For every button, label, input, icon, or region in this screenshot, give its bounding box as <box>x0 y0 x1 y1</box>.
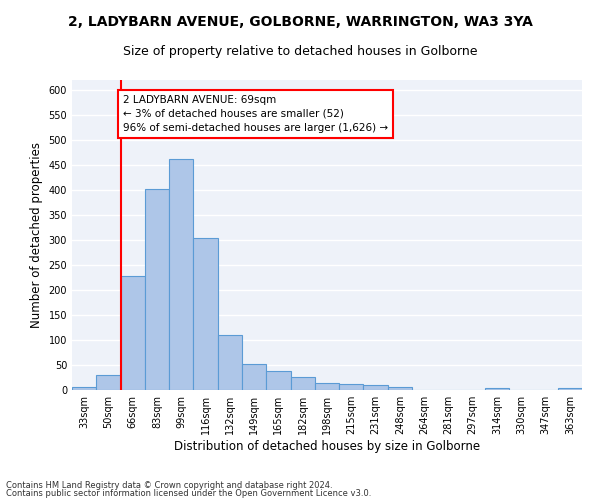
Bar <box>96 375 121 390</box>
Bar <box>72 386 96 390</box>
Bar <box>218 335 242 390</box>
Y-axis label: Number of detached properties: Number of detached properties <box>30 142 43 328</box>
Text: 2 LADYBARN AVENUE: 69sqm
← 3% of detached houses are smaller (52)
96% of semi-de: 2 LADYBARN AVENUE: 69sqm ← 3% of detache… <box>123 95 388 133</box>
Bar <box>558 388 582 390</box>
Bar <box>242 364 266 390</box>
Bar <box>169 158 193 390</box>
Bar <box>145 188 169 390</box>
Bar <box>364 385 388 390</box>
Text: Contains public sector information licensed under the Open Government Licence v3: Contains public sector information licen… <box>6 488 371 498</box>
Text: 2, LADYBARN AVENUE, GOLBORNE, WARRINGTON, WA3 3YA: 2, LADYBARN AVENUE, GOLBORNE, WARRINGTON… <box>68 15 532 29</box>
Bar <box>193 238 218 390</box>
Bar <box>290 377 315 390</box>
Text: Size of property relative to detached houses in Golborne: Size of property relative to detached ho… <box>123 45 477 58</box>
X-axis label: Distribution of detached houses by size in Golborne: Distribution of detached houses by size … <box>174 440 480 453</box>
Bar <box>315 383 339 390</box>
Bar <box>266 370 290 390</box>
Bar <box>388 387 412 390</box>
Text: Contains HM Land Registry data © Crown copyright and database right 2024.: Contains HM Land Registry data © Crown c… <box>6 481 332 490</box>
Bar <box>121 276 145 390</box>
Bar <box>485 388 509 390</box>
Bar <box>339 384 364 390</box>
